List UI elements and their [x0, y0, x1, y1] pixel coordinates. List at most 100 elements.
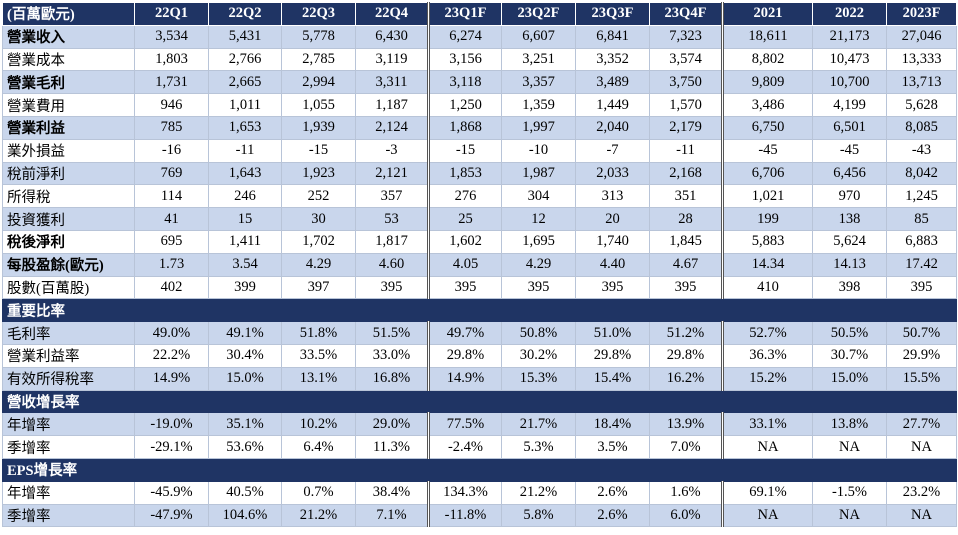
- table-cell: 10,473: [812, 47, 887, 72]
- table-cell: 2,168: [649, 161, 723, 186]
- table-cell: 5,431: [208, 24, 282, 49]
- table-row: 營業收入 3,534 5,431 5,778 6,430 6,274 6,607 6,841 7…: [2, 24, 957, 49]
- table-cell: 3,118: [427, 70, 502, 95]
- table-cell: 7.0%: [649, 435, 723, 459]
- table-cell: 28: [649, 207, 723, 231]
- period-header: 22Q2: [208, 2, 282, 26]
- table-cell: -47.9%: [134, 503, 209, 528]
- table-cell: 695: [134, 229, 209, 254]
- table-cell: 4.67: [649, 252, 723, 277]
- table-cell: 51.5%: [355, 321, 429, 345]
- table-cell: -1.5%: [812, 480, 887, 505]
- table-cell: 785: [134, 115, 209, 140]
- row-label: 股數(百萬股): [2, 275, 135, 300]
- table-cell: 13.8%: [812, 412, 887, 437]
- table-cell: 1,653: [208, 115, 282, 140]
- table-cell: 398: [812, 275, 887, 300]
- table-cell: 16.2%: [649, 366, 723, 391]
- table-cell: NA: [812, 503, 887, 528]
- table-row: 所得稅 114 246 252 357 276 304 313 351 1,021 970 1,245: [2, 184, 957, 209]
- table-row: 季增率 -47.9% 104.6% 21.2% 7.1% -11.8% 5.8% 2.6% 6.…: [2, 503, 957, 528]
- table-cell: 2,766: [208, 47, 282, 72]
- table-row: 營業費用 946 1,011 1,055 1,187 1,250 1,359 1,449 1,5…: [2, 93, 957, 117]
- table-cell: 3,352: [575, 47, 650, 72]
- table-cell: 30.2%: [501, 343, 576, 368]
- table-cell: 2,033: [575, 161, 650, 186]
- table-cell: 2,785: [281, 47, 356, 72]
- row-label: 營業毛利: [2, 70, 135, 95]
- table-cell: 5,778: [281, 24, 356, 49]
- table-cell: 51.0%: [575, 321, 650, 345]
- table-row: 毛利率 49.0% 49.1% 51.8% 51.5% 49.7% 50.8% 51.0% 51…: [2, 321, 957, 345]
- table-cell: 14.9%: [134, 366, 209, 391]
- table-cell: 51.2%: [649, 321, 723, 345]
- table-row: 業外損益 -16 -11 -15 -3 -15 -10 -7 -11 -45 -45 -43: [2, 138, 957, 163]
- table-cell: 6,274: [427, 24, 502, 49]
- table-row: 股數(百萬股) 402 399 397 395 395 395 395 395 410 398 395: [2, 275, 957, 300]
- table-cell: 5,624: [812, 229, 887, 254]
- table-cell: 3.5%: [575, 435, 650, 459]
- table-cell: 17.42: [886, 252, 957, 277]
- table-cell: 1,643: [208, 161, 282, 186]
- table-cell: 21.2%: [281, 503, 356, 528]
- table-cell: 8,042: [886, 161, 957, 186]
- table-row: 營業利益 785 1,653 1,939 2,124 1,868 1,997 2,040 2,1…: [2, 115, 957, 140]
- table-row: 稅後淨利 695 1,411 1,702 1,817 1,602 1,695 1,740 1,8…: [2, 229, 957, 254]
- row-label: 有效所得稅率: [2, 366, 135, 391]
- table-cell: 30: [281, 207, 356, 231]
- table-cell: 15.5%: [886, 366, 957, 391]
- table-cell: 1,187: [355, 93, 429, 117]
- table-cell: 21.7%: [501, 412, 576, 437]
- table-cell: 29.8%: [575, 343, 650, 368]
- table-row: 營業毛利 1,731 2,665 2,994 3,311 3,118 3,357 3,489 3…: [2, 70, 957, 95]
- table-cell: 6,841: [575, 24, 650, 49]
- table-cell: 10,700: [812, 70, 887, 95]
- row-label: 投資獲利: [2, 207, 135, 231]
- table-row: 季增率 -29.1% 53.6% 6.4% 11.3% -2.4% 5.3% 3.5% 7.0%…: [2, 435, 957, 459]
- table-cell: 395: [355, 275, 429, 300]
- table-cell: 2,040: [575, 115, 650, 140]
- table-cell: 22.2%: [134, 343, 209, 368]
- table-cell: -45: [812, 138, 887, 163]
- table-cell: -15: [281, 138, 356, 163]
- period-header: 2022: [812, 2, 887, 26]
- table-cell: 3,251: [501, 47, 576, 72]
- row-label: 營業費用: [2, 93, 135, 117]
- table-cell: 2,665: [208, 70, 282, 95]
- table-cell: 6,456: [812, 161, 887, 186]
- table-cell: 351: [649, 184, 723, 209]
- table-cell: 9,809: [721, 70, 813, 95]
- table-cell: -10: [501, 138, 576, 163]
- table-cell: -45.9%: [134, 480, 209, 505]
- table-cell: 6.0%: [649, 503, 723, 528]
- table-cell: 30.4%: [208, 343, 282, 368]
- table-cell: 6.4%: [281, 435, 356, 459]
- table-cell: 12: [501, 207, 576, 231]
- table-cell: 5,628: [886, 93, 957, 117]
- table-cell: 2,121: [355, 161, 429, 186]
- table-cell: 29.8%: [427, 343, 502, 368]
- period-header: 22Q4: [355, 2, 429, 26]
- table-cell: 395: [575, 275, 650, 300]
- table-cell: NA: [812, 435, 887, 459]
- table-cell: 4.29: [281, 252, 356, 277]
- table-cell: 50.5%: [812, 321, 887, 345]
- table-cell: 769: [134, 161, 209, 186]
- table-cell: NA: [886, 435, 957, 459]
- table-cell: 53.6%: [208, 435, 282, 459]
- table-cell: 6,706: [721, 161, 813, 186]
- table-cell: -19.0%: [134, 412, 209, 437]
- table-cell: 134.3%: [427, 480, 502, 505]
- table-cell: 41: [134, 207, 209, 231]
- table-cell: 6,750: [721, 115, 813, 140]
- table-row: 年增率 -19.0% 35.1% 10.2% 29.0% 77.5% 21.7% 18.4% 1…: [2, 412, 957, 437]
- header-row: (百萬歐元) 22Q1 22Q2 22Q3 22Q4 23Q1F 23Q2F 2…: [2, 2, 957, 26]
- row-label: 每股盈餘(歐元): [2, 252, 135, 277]
- row-label: 營業利益: [2, 115, 135, 140]
- row-label: 毛利率: [2, 321, 135, 345]
- section-header-row: 營收增長率: [2, 389, 957, 414]
- table-cell: 4.05: [427, 252, 502, 277]
- table-cell: 14.34: [721, 252, 813, 277]
- table-cell: 6,607: [501, 24, 576, 49]
- table-cell: 4.40: [575, 252, 650, 277]
